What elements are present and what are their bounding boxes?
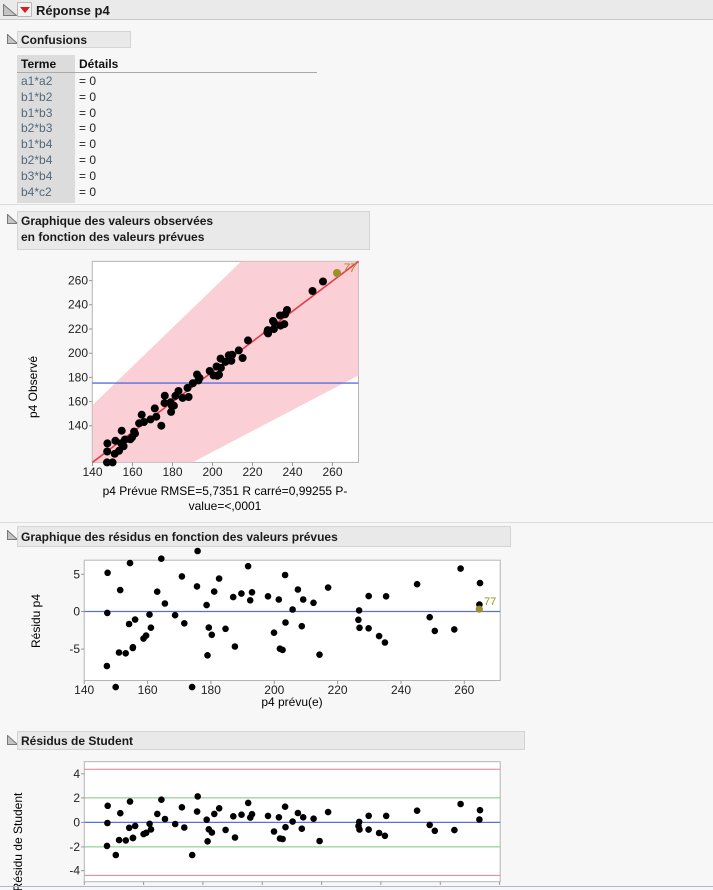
svg-text:4: 4 xyxy=(73,767,80,781)
svg-text:0: 0 xyxy=(73,815,80,829)
svg-text:77: 77 xyxy=(484,596,496,608)
svg-text:240: 240 xyxy=(282,465,302,479)
svg-text:2: 2 xyxy=(73,791,80,805)
svg-text:260: 260 xyxy=(68,274,88,288)
svg-text:-5: -5 xyxy=(69,642,80,656)
svg-text:p4 prévu(e): p4 prévu(e) xyxy=(261,695,322,709)
svg-text:Résidu p4: Résidu p4 xyxy=(29,594,43,648)
svg-text:140: 140 xyxy=(74,683,94,697)
svg-text:240: 240 xyxy=(391,683,411,697)
svg-text:180: 180 xyxy=(162,465,182,479)
svg-text:220: 220 xyxy=(328,683,348,697)
svg-text:p4 Observé: p4 Observé xyxy=(26,356,40,418)
svg-text:260: 260 xyxy=(454,683,474,697)
svg-text:-4: -4 xyxy=(69,863,80,877)
svg-text:260: 260 xyxy=(322,465,342,479)
svg-text:220: 220 xyxy=(68,322,88,336)
svg-text:0: 0 xyxy=(73,605,80,619)
svg-text:200: 200 xyxy=(202,465,222,479)
svg-text:140: 140 xyxy=(68,419,88,433)
svg-text:77: 77 xyxy=(343,261,358,275)
svg-text:240: 240 xyxy=(68,298,88,312)
svg-text:value=<,0001: value=<,0001 xyxy=(189,499,262,513)
svg-text:160: 160 xyxy=(138,683,158,697)
svg-text:180: 180 xyxy=(201,683,221,697)
svg-text:180: 180 xyxy=(68,370,88,384)
svg-text:140: 140 xyxy=(82,465,102,479)
svg-text:200: 200 xyxy=(68,346,88,360)
svg-text:-2: -2 xyxy=(69,840,80,854)
svg-text:Résidu de Student: Résidu de Student xyxy=(11,792,25,890)
svg-text:p4 Prévue RMSE=5,7351 R carré=: p4 Prévue RMSE=5,7351 R carré=0,99255 P- xyxy=(103,484,348,498)
svg-text:5: 5 xyxy=(73,567,80,581)
svg-text:160: 160 xyxy=(122,465,142,479)
svg-text:160: 160 xyxy=(68,395,88,409)
svg-text:220: 220 xyxy=(242,465,262,479)
